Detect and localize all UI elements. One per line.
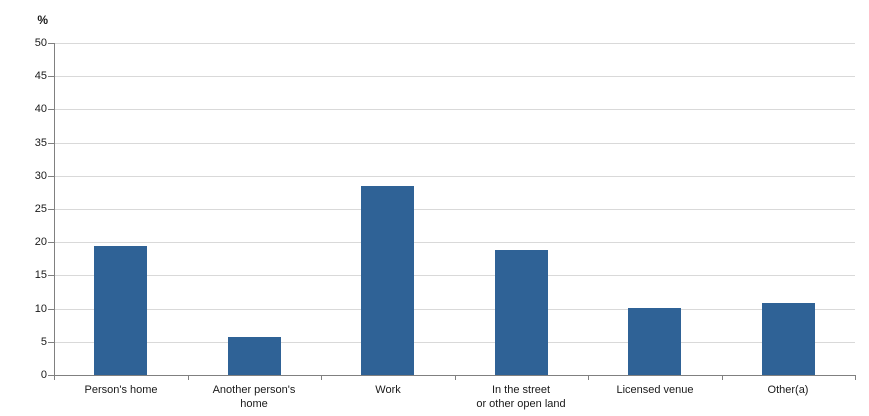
y-axis-tick-label: 40 — [34, 103, 47, 115]
bar-other-a — [762, 303, 815, 375]
gridline — [55, 176, 855, 177]
x-axis-tick — [455, 376, 456, 380]
y-axis-tick-label: 45 — [34, 70, 47, 82]
y-axis-tick-label: 10 — [34, 303, 47, 315]
x-axis-tick — [722, 376, 723, 380]
x-axis-category-label: Other(a) — [767, 384, 809, 396]
x-axis-category-label: Another person's home — [212, 384, 296, 410]
y-axis-unit-label: % — [37, 13, 48, 27]
y-axis-tick-label: 15 — [34, 269, 47, 281]
x-axis-tick — [321, 376, 322, 380]
x-axis-tick — [54, 376, 55, 380]
y-axis-tick — [48, 309, 54, 310]
bar-person-s-home — [94, 246, 147, 375]
y-axis-tick — [48, 43, 54, 44]
y-axis-tick-label: 35 — [34, 137, 47, 149]
y-axis-tick — [48, 275, 54, 276]
bar-work — [361, 186, 414, 375]
x-axis-category-label: Licensed venue — [616, 384, 694, 396]
y-axis-tick — [48, 242, 54, 243]
x-axis-tick — [855, 376, 856, 380]
y-axis-tick-label: 50 — [34, 37, 47, 49]
y-axis-tick — [48, 176, 54, 177]
bar-in-the-street-or-other-open-land — [495, 250, 548, 375]
gridline — [55, 342, 855, 343]
y-axis-tick — [48, 109, 54, 110]
y-axis-tick-label: 5 — [40, 336, 47, 348]
gridline — [55, 43, 855, 44]
gridline — [55, 209, 855, 210]
y-axis-line — [54, 43, 55, 376]
y-axis-tick — [48, 76, 54, 77]
x-axis-line — [54, 375, 856, 376]
y-axis-tick-label: 25 — [34, 203, 47, 215]
bar-another-person-s-home — [228, 337, 281, 375]
y-axis-tick — [48, 342, 54, 343]
gridline — [55, 76, 855, 77]
x-axis-category-label: Work — [375, 384, 401, 396]
y-axis-tick — [48, 209, 54, 210]
y-axis-tick — [48, 143, 54, 144]
x-axis-category-label: In the street or other open land — [476, 384, 566, 410]
y-axis-tick-label: 30 — [34, 170, 47, 182]
y-axis-tick — [48, 375, 54, 376]
bar-licensed-venue — [628, 308, 681, 375]
gridline — [55, 242, 855, 243]
gridline — [55, 275, 855, 276]
gridline — [55, 109, 855, 110]
x-axis-tick — [588, 376, 589, 380]
y-axis-tick-label: 0 — [40, 369, 47, 381]
x-axis-tick — [188, 376, 189, 380]
x-axis-category-label: Person's home — [84, 384, 158, 396]
gridline — [55, 143, 855, 144]
gridline — [55, 309, 855, 310]
y-axis-tick-label: 20 — [34, 236, 47, 248]
